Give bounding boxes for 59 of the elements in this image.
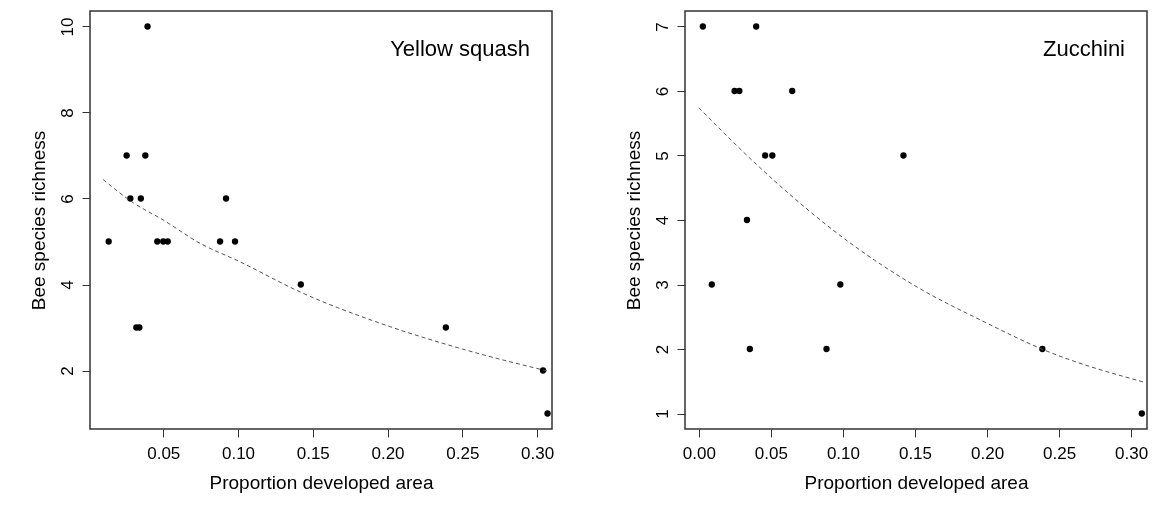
- point: [231, 238, 239, 245]
- y-tick-label: 2: [652, 344, 672, 355]
- y-tick-label: 6: [652, 86, 672, 97]
- y-tick-label: 7: [652, 22, 672, 32]
- x-tick-label: 0.20: [971, 443, 1005, 463]
- y-tick-label: 4: [57, 280, 77, 290]
- y-axis-title: Bee species richness: [27, 130, 49, 311]
- x-tick-label: 0.05: [147, 443, 181, 463]
- x-tick-label: 0.10: [826, 443, 860, 463]
- x-tick-label: 0.10: [221, 443, 256, 463]
- x-tick-label: 0.30: [1115, 443, 1149, 463]
- point: [789, 87, 796, 95]
- point: [761, 152, 769, 159]
- y-tick-label: 5: [652, 151, 672, 161]
- point: [442, 324, 450, 331]
- x-tick-label: 0.20: [371, 443, 405, 463]
- line-series: [102, 179, 550, 372]
- y-tick-label: 2: [57, 366, 77, 376]
- point: [769, 152, 776, 159]
- point: [164, 238, 171, 245]
- y-tick-label: 8: [57, 108, 77, 118]
- point: [1138, 410, 1145, 417]
- point: [127, 195, 134, 202]
- x-tick-label: 0.05: [754, 443, 788, 463]
- point: [837, 281, 844, 288]
- point: [699, 23, 707, 30]
- x-tick-label: 0.15: [296, 443, 330, 463]
- point: [123, 152, 130, 159]
- x-tick-label: 0.30: [521, 443, 555, 463]
- point: [743, 216, 751, 224]
- x-axis-title: Proportion developed area: [804, 471, 1029, 493]
- point: [544, 410, 551, 417]
- point: [216, 238, 224, 245]
- point: [823, 345, 830, 353]
- point: [746, 345, 754, 353]
- y-tick-label: 10: [57, 17, 77, 37]
- y-axis-title: Bee species richness: [622, 130, 644, 311]
- annotation: Zucchini: [1043, 36, 1125, 61]
- point: [900, 152, 907, 159]
- x-tick-label: 0.25: [1043, 443, 1077, 463]
- y-tick-label: 4: [652, 215, 672, 226]
- x-tick-label: 0.15: [898, 443, 933, 463]
- point: [144, 23, 151, 30]
- point: [753, 23, 760, 30]
- y-tick-label: 1: [652, 409, 672, 419]
- x-tick-label: 0.00: [682, 443, 716, 463]
- x-tick-label: 0.25: [446, 443, 480, 463]
- point: [137, 195, 144, 202]
- annotation: Yellow squash: [390, 36, 530, 61]
- point: [736, 87, 743, 95]
- point: [708, 281, 715, 288]
- point: [222, 195, 230, 202]
- point: [297, 281, 304, 288]
- point: [154, 238, 161, 245]
- point: [105, 238, 112, 245]
- x-axis-title: Proportion developed area: [209, 471, 434, 493]
- point: [142, 152, 149, 159]
- y-tick-label: 3: [652, 280, 672, 290]
- y-tick-label: 6: [57, 194, 77, 204]
